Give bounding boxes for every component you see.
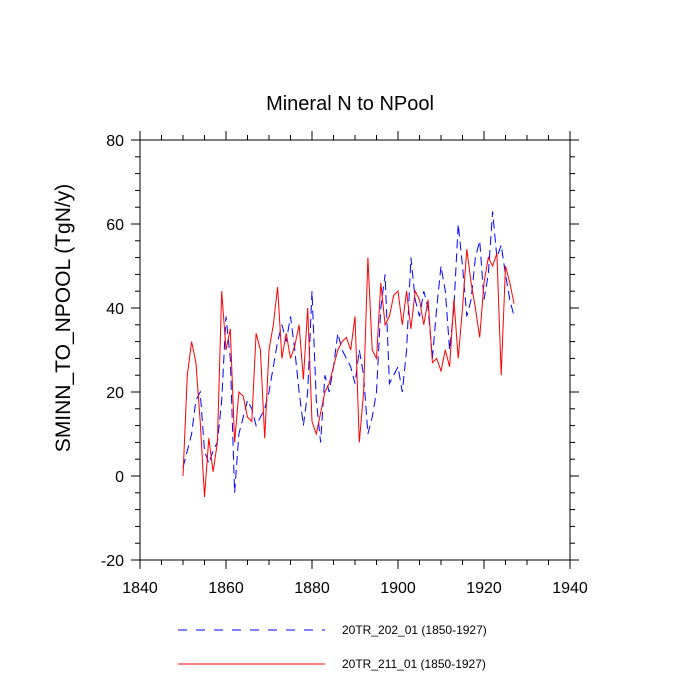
x-tick-label: 1840 (122, 580, 158, 597)
series-layer (182, 211, 515, 498)
y-tick-label: 80 (106, 133, 124, 150)
legend: 20TR_202_01 (1850-1927) 20TR_211_01 (1850… (178, 623, 487, 671)
y-tick-label: 40 (106, 301, 124, 318)
y-tick-label: -20 (101, 553, 124, 570)
y-axis-label: SMINN_TO_NPOOL (TgN/y) (52, 184, 75, 452)
y-tick-label: 60 (106, 217, 124, 234)
legend-label-2: 20TR_211_01 (1850-1927) (342, 657, 486, 671)
legend-label-1: 20TR_202_01 (1850-1927) (342, 623, 487, 637)
x-tick-label: 1880 (294, 580, 330, 597)
y-axis: -20 0 20 40 60 80 (101, 133, 579, 570)
x-tick-label: 1940 (552, 580, 588, 597)
y-tick-label: 0 (115, 469, 124, 486)
plot-frame (139, 139, 571, 561)
x-tick-label: 1900 (380, 580, 416, 597)
chart-title: Mineral N to NPool (266, 93, 434, 115)
y-tick-label: 20 (106, 385, 124, 402)
series-line-2 (182, 249, 515, 498)
x-axis: 1840 1860 1880 1900 1920 1940 (122, 131, 588, 597)
x-tick-label: 1860 (208, 580, 244, 597)
series-line-1 (182, 211, 515, 493)
x-tick-label: 1920 (466, 580, 502, 597)
